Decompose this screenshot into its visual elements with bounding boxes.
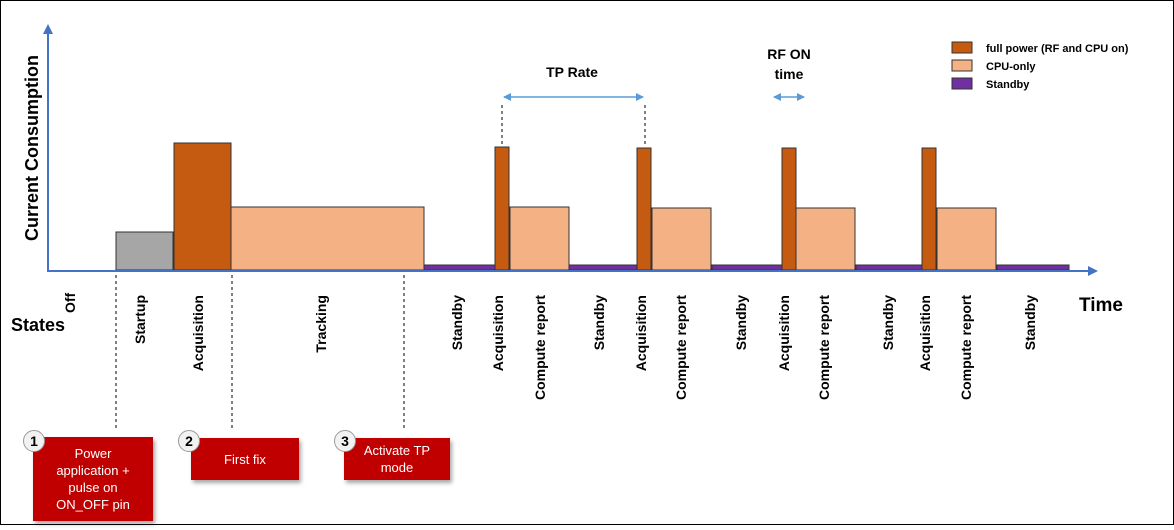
callout-first-fix: First fix — [191, 438, 299, 480]
state-label: Standby — [880, 295, 896, 350]
state-label: Compute report — [958, 295, 974, 400]
legend-label-standby: Standby — [986, 79, 1030, 91]
bar-compute-report — [509, 206, 570, 271]
separators — [115, 105, 646, 428]
bar-acquisition-initial — [173, 142, 232, 271]
callout-line: Power — [74, 446, 112, 461]
bar-acquisition — [494, 146, 510, 271]
state-label: Tracking — [313, 295, 329, 353]
rf-on-label: RF ON — [767, 46, 811, 62]
state-label: Compute report — [532, 295, 548, 400]
rf-on-time-label: time — [775, 66, 804, 82]
callout-line: mode — [380, 460, 414, 475]
callout-line: application + — [56, 463, 130, 478]
state-label: Acquisition — [633, 295, 649, 371]
callout-power-application: Power application + pulse on ON_OFF pin — [33, 437, 153, 521]
state-label: Startup — [132, 295, 148, 344]
state-label: Compute report — [816, 295, 832, 400]
bar-acquisition — [636, 147, 652, 271]
state-label: Standby — [1022, 295, 1038, 350]
bar-compute-report — [651, 207, 712, 271]
state-label: Acquisition — [917, 295, 933, 371]
bar-standby — [996, 264, 1070, 271]
state-label: Standby — [449, 295, 465, 350]
bar-standby — [711, 264, 783, 271]
bar-standby — [423, 264, 496, 271]
bar-standby — [568, 264, 638, 271]
bar-compute-report — [795, 207, 856, 271]
legend-label-full-power: full power (RF and CPU on) — [986, 43, 1129, 55]
callout-line: pulse on — [68, 480, 118, 495]
callout-number-badge: 3 — [334, 430, 356, 452]
callout-text: Power application + pulse on ON_OFF pin — [56, 445, 130, 513]
state-label: Acquisition — [190, 295, 206, 371]
legend-swatch-full-power — [951, 41, 973, 54]
callout-line: First fix — [224, 451, 266, 467]
state-labels: Startup Acquisition Tracking Standby Acquisi… — [132, 295, 1038, 400]
bar-startup — [115, 231, 174, 271]
tp-rate-label: TP Rate — [546, 64, 598, 80]
callout-line: ON_OFF pin — [56, 497, 130, 512]
state-label: Acquisition — [776, 295, 792, 371]
callout-line: Activate TP — [363, 443, 431, 458]
states-label: States — [11, 315, 65, 335]
consumption-bars — [115, 142, 1070, 271]
callout-number-badge: 1 — [23, 430, 45, 452]
callout-activate-tp-mode: Activate TP mode — [344, 438, 450, 480]
state-label: Standby — [591, 295, 607, 350]
state-label: Acquisition — [490, 295, 506, 371]
bar-compute-report — [936, 207, 997, 271]
state-label: Compute report — [673, 295, 689, 400]
y-axis-label: Current Consumption — [22, 55, 42, 241]
legend-swatch-standby — [951, 77, 973, 90]
bar-acquisition — [781, 147, 797, 271]
legend-label-cpu-only: CPU-only — [986, 61, 1036, 73]
state-label: Standby — [733, 295, 749, 350]
legend: full power (RF and CPU on) CPU-only Stan… — [951, 41, 1129, 91]
callout-number-badge: 2 — [178, 430, 200, 452]
bar-standby — [855, 264, 923, 271]
bar-acquisition — [921, 147, 937, 271]
x-axis-label: Time — [1079, 295, 1123, 316]
off-state-label: Off — [62, 292, 78, 313]
bar-tracking — [230, 206, 425, 271]
legend-swatch-cpu-only — [951, 59, 973, 72]
